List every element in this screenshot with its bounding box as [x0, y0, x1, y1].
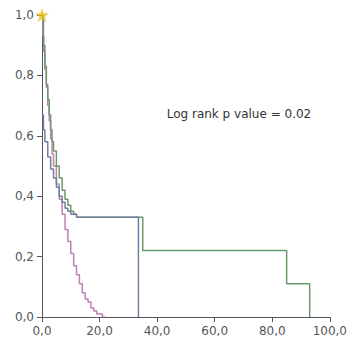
- svg-text:60,0: 60,0: [201, 324, 228, 338]
- svg-text:0,8: 0,8: [15, 68, 34, 82]
- svg-text:80,0: 80,0: [259, 324, 286, 338]
- svg-text:0,6: 0,6: [15, 129, 34, 143]
- svg-text:1,0: 1,0: [15, 8, 34, 22]
- svg-text:20,0: 20,0: [86, 324, 113, 338]
- svg-text:Log rank p value = 0.02: Log rank p value = 0.02: [167, 107, 312, 121]
- svg-text:40,0: 40,0: [144, 324, 171, 338]
- svg-text:0,4: 0,4: [15, 189, 34, 203]
- svg-text:0,0: 0,0: [32, 324, 51, 338]
- svg-text:0,0: 0,0: [15, 310, 34, 324]
- svg-text:100,0: 100,0: [313, 324, 347, 338]
- svg-text:0,2: 0,2: [15, 250, 34, 264]
